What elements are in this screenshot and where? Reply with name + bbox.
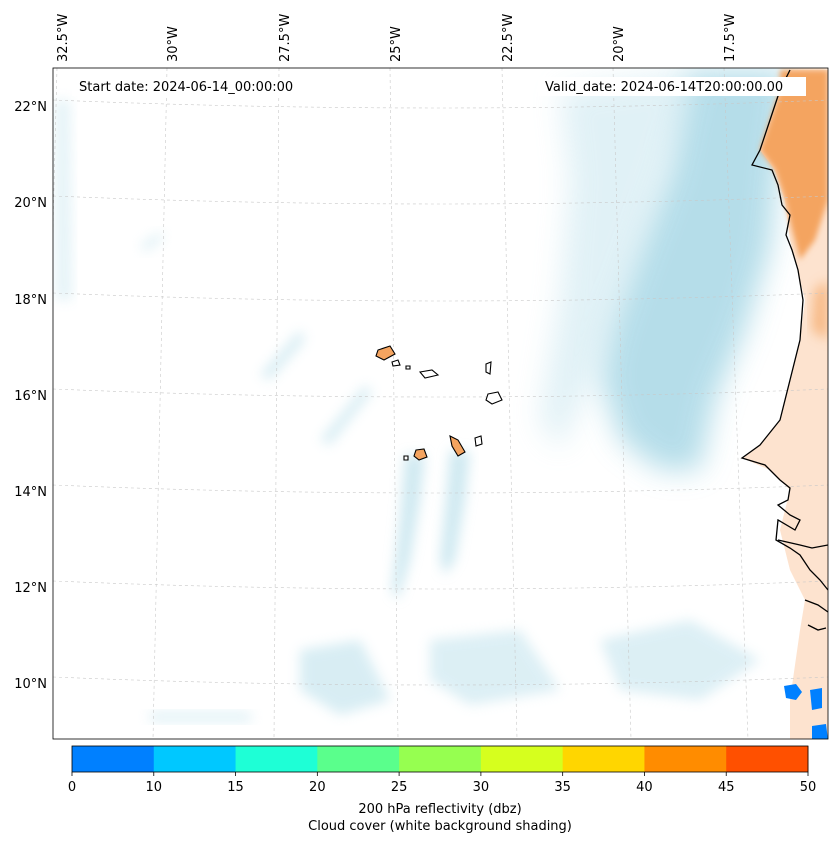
- cloud-patch-south-2: [430, 630, 560, 705]
- parallel-line: [53, 484, 828, 494]
- colorbar-swatch: [399, 746, 482, 772]
- africa-coastline: [740, 69, 828, 591]
- graticule: [53, 68, 828, 739]
- cloud-band-fringe: [540, 70, 700, 450]
- meridian-line: [273, 68, 280, 739]
- lat-label-10n: 10°N: [14, 677, 47, 692]
- parallel-line: [53, 580, 828, 590]
- valid-date-box: Valid_date: 2024-06-14T20:00:00.00: [538, 77, 806, 96]
- parallel-line: [53, 292, 828, 302]
- island-sal: [485, 361, 492, 375]
- colorbar-tick-label: 45: [718, 780, 735, 795]
- colorbar-tick-label: 20: [309, 780, 326, 795]
- lon-label-27-5w: 27.5°W: [278, 14, 293, 62]
- latitude-labels: 22°N 20°N 18°N 16°N 14°N 12°N 10°N: [14, 100, 47, 692]
- cloud-strip-left-edge: [55, 100, 72, 300]
- cloud-band-main: [600, 70, 790, 470]
- lon-label-25w: 25°W: [389, 26, 404, 62]
- lat-label-22n: 22°N: [14, 100, 47, 115]
- coast-detail-guinea: [804, 599, 828, 631]
- cloud-plume-island-2: [440, 450, 470, 575]
- lon-label-17-5w: 17.5°W: [723, 14, 738, 62]
- parallel-line: [53, 99, 828, 109]
- colorbar-tick-label: 0: [68, 780, 76, 795]
- colorbar-title: 200 hPa reflectivity (dbz): [358, 802, 521, 817]
- valid-date-label: Valid_date: 2024-06-14T20:00:00.00: [545, 80, 783, 95]
- colorbar-subtitle: Cloud cover (white background shading): [308, 819, 572, 834]
- colorbar-tick-label: 25: [391, 780, 408, 795]
- meridian-line: [152, 68, 168, 739]
- colorbar-swatch: [480, 746, 564, 772]
- lat-label-18n: 18°N: [14, 293, 47, 308]
- coast-detail-gambia: [777, 539, 828, 549]
- map-content: [53, 68, 828, 739]
- cloud-patch-southeast: [600, 620, 760, 700]
- parallel-line: [53, 195, 828, 205]
- cloud-strip-bottom: [150, 712, 252, 722]
- lat-label-12n: 12°N: [14, 581, 47, 596]
- island-boa-vista: [485, 391, 503, 405]
- cloud-streak-west: [140, 232, 164, 252]
- meridian-line: [612, 68, 632, 739]
- lon-label-22-5w: 22.5°W: [501, 14, 516, 62]
- lat-label-20n: 20°N: [14, 196, 47, 211]
- cloud-cover-layer: [55, 70, 790, 722]
- lat-label-16n: 16°N: [14, 389, 47, 404]
- colorbar-tick-label: 10: [146, 780, 163, 795]
- colorbar-tick-label: 30: [473, 780, 490, 795]
- colorbar-tick-label: 15: [227, 780, 244, 795]
- meridian-line: [723, 68, 749, 739]
- land-shading-layer: [742, 70, 828, 739]
- storm-cell-1: [784, 684, 802, 700]
- island-sao-vicente: [391, 359, 401, 367]
- colorbar-swatch: [72, 746, 155, 772]
- colorbar-swatches: [72, 746, 809, 772]
- parallel-line: [53, 388, 828, 398]
- meridian-line: [389, 68, 399, 739]
- start-date-label: Start date: 2024-06-14_00:00:00: [79, 80, 293, 95]
- map-border: [52, 67, 829, 740]
- island-sao-nicolau: [418, 369, 440, 379]
- colorbar-swatch: [317, 746, 400, 772]
- island-fogo: [413, 448, 428, 461]
- colorbar-tick-label: 40: [636, 780, 653, 795]
- coastline-layer: [740, 69, 828, 631]
- lon-label-30w: 30°W: [166, 26, 181, 62]
- colorbar-swatch: [562, 746, 645, 772]
- lon-label-20w: 20°W: [612, 26, 627, 62]
- colorbar-swatch: [726, 746, 809, 772]
- island-santa-luzia: [405, 365, 411, 370]
- longitude-labels: 32.5°W 30°W 27.5°W 25°W 22.5°W 20°W 17.5…: [56, 14, 738, 62]
- africa-land-warm-coast: [812, 280, 828, 340]
- colorbar-tick-label: 35: [554, 780, 571, 795]
- island-maio: [474, 435, 483, 447]
- colorbar-swatch: [644, 746, 727, 772]
- colorbar-swatch: [235, 746, 318, 772]
- meridian-line: [501, 68, 518, 739]
- cloud-patch-south-1: [300, 640, 390, 715]
- colorbar-swatch: [153, 746, 237, 772]
- start-date-box: Start date: 2024-06-14_00:00:00: [72, 77, 312, 96]
- island-brava: [403, 455, 409, 461]
- colorbar-ticks: 0 10 15 20 25 30 35 40 45 50: [68, 772, 816, 795]
- parallel-line: [53, 676, 828, 686]
- cloud-plume-island-1: [392, 455, 425, 600]
- africa-land-warm-north: [760, 70, 828, 260]
- storm-cell-3: [812, 724, 828, 739]
- lon-label-32-5w: 32.5°W: [56, 14, 71, 62]
- cloud-streak-mid: [320, 385, 372, 445]
- reflectivity-cells: [784, 684, 828, 739]
- cape-verde-islands: [375, 345, 503, 461]
- lat-label-14n: 14°N: [14, 485, 47, 500]
- island-santiago: [449, 435, 466, 457]
- reflectivity-colorbar: 0 10 15 20 25 30 35 40 45 50 200 hPa reflectivity…: [68, 745, 816, 834]
- colorbar-frame: [71, 745, 809, 773]
- colorbar-tick-label: 50: [800, 780, 817, 795]
- island-santo-antao: [375, 345, 396, 361]
- storm-cell-2: [810, 688, 822, 710]
- cloud-streak-north: [260, 330, 305, 380]
